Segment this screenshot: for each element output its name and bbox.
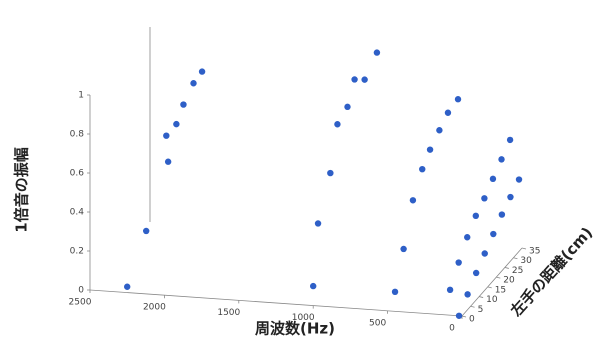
data-point <box>344 103 351 111</box>
depth-tick <box>479 296 484 298</box>
depth-tick-label: 30 <box>520 256 532 266</box>
depth-tick <box>521 247 527 250</box>
data-point <box>173 120 180 128</box>
x-tick-label: 1500 <box>217 308 240 318</box>
x-tick-label: 500 <box>369 318 386 328</box>
data-point <box>490 230 497 238</box>
depth-tick-label: 20 <box>503 276 515 286</box>
data-point <box>310 282 317 290</box>
data-point <box>489 175 497 183</box>
depth-tick <box>513 257 518 260</box>
data-point <box>163 132 170 139</box>
data-point <box>515 176 523 183</box>
depth-axis-line <box>461 247 523 317</box>
depth-tick-label: 5 <box>478 305 484 315</box>
x-axis-title: 周波数(Hz) <box>255 320 335 338</box>
y-tick-label: 0.8 <box>70 130 85 140</box>
data-point <box>444 109 452 116</box>
data-point <box>507 193 514 201</box>
data-point <box>419 165 426 173</box>
x-tick-label: 1000 <box>292 313 315 323</box>
data-point <box>351 76 358 83</box>
depth-tick <box>461 315 467 318</box>
data-point <box>142 227 150 235</box>
data-point <box>455 259 462 266</box>
data-point <box>472 212 480 220</box>
data-point <box>481 195 488 202</box>
x-tick-label: 2500 <box>69 298 92 308</box>
data-point <box>391 288 399 296</box>
data-point <box>446 286 454 294</box>
data-point <box>327 169 334 177</box>
depth-tick-label: 10 <box>486 295 498 305</box>
x-axis-line <box>89 289 463 317</box>
data-point <box>124 283 131 290</box>
data-point <box>498 156 505 163</box>
depth-tick-label: 25 <box>512 266 523 276</box>
data-point <box>455 312 463 319</box>
depth-tick <box>504 267 509 269</box>
data-point <box>198 68 206 75</box>
y-tick-label: 0.4 <box>70 208 85 218</box>
data-point <box>361 76 368 83</box>
depth-tick-label: 35 <box>529 247 540 257</box>
data-point <box>472 269 480 277</box>
data-point <box>180 101 187 108</box>
depth-tick-label: 15 <box>495 285 506 295</box>
data-point <box>334 121 341 128</box>
data-point <box>409 197 417 204</box>
data-point <box>400 245 407 253</box>
data-point <box>506 136 514 144</box>
y-tick-label: 0 <box>78 286 84 296</box>
y-tick-label: 1 <box>78 91 84 101</box>
data-point <box>464 234 471 241</box>
x-tick-label: 0 <box>449 324 455 334</box>
depth-tick <box>470 305 475 308</box>
depth-tick <box>496 276 501 279</box>
data-point <box>426 146 434 153</box>
data-point <box>481 250 488 257</box>
data-point <box>436 127 443 134</box>
data-point <box>454 96 462 103</box>
y-tick-label: 0.6 <box>70 169 85 179</box>
y-tick-label: 0.2 <box>70 247 84 257</box>
x-tick-label: 2000 <box>143 303 166 313</box>
depth-tick <box>487 286 492 289</box>
depth-tick-label: 0 <box>469 315 475 325</box>
data-point <box>314 220 322 227</box>
data-point <box>190 80 197 87</box>
data-point <box>164 158 172 165</box>
data-point <box>373 49 381 56</box>
data-point <box>498 211 506 218</box>
y-axis-title: 1倍音の振幅 <box>13 147 31 232</box>
data-point <box>464 291 471 298</box>
